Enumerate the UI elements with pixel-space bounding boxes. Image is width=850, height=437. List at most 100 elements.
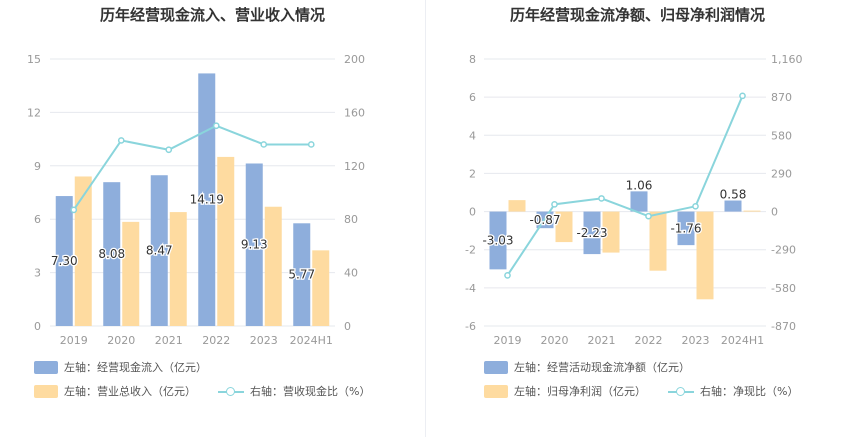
- legend-swatch-orange: [484, 384, 508, 398]
- right-y-left-tick: 8: [469, 53, 476, 66]
- left-bar-orange: [217, 156, 235, 326]
- legend-label: 左轴：经营活动现金流净额（亿元）: [514, 361, 690, 374]
- left-bar-blue: [103, 182, 121, 326]
- legend-swatch-blue: [484, 360, 508, 374]
- left-y-left-tick: 15: [27, 53, 41, 66]
- right-legend-item-1[interactable]: 左轴：经营活动现金流净额（亿元）: [484, 359, 690, 375]
- left-bar-orange: [122, 221, 140, 326]
- right-bar-blue: [630, 191, 648, 212]
- left-y-left-tick: 9: [34, 160, 41, 173]
- right-bar-blue: [724, 200, 742, 212]
- right-y-right-tick: -870: [771, 320, 796, 333]
- right-bar-blue: [489, 211, 507, 270]
- right-line-point: [551, 200, 558, 208]
- left-bar-orange: [312, 250, 330, 326]
- right-y-left-tick: 2: [469, 167, 476, 180]
- right-bar-blue: [677, 211, 695, 246]
- right-line-point: [739, 92, 746, 100]
- legend-swatch-blue: [34, 360, 58, 374]
- right-data-label: 1.06: [626, 178, 653, 192]
- left-x-tick: 2022: [202, 334, 230, 347]
- right-x-tick: 2022: [635, 334, 663, 347]
- right-x-tick: 2019: [494, 334, 522, 347]
- right-legend-item-2[interactable]: 左轴：归母净利润（亿元）: [484, 383, 646, 399]
- left-data-label: 8.08: [98, 247, 125, 261]
- left-x-tick: 2019: [60, 334, 88, 347]
- left-bar-blue: [293, 223, 311, 326]
- right-y-left-tick: -2: [465, 244, 476, 257]
- legend-label: 左轴：经营现金流入（亿元）: [64, 361, 207, 374]
- legend-label: 左轴：归母净利润（亿元）: [514, 385, 646, 398]
- left-legend-item-3[interactable]: 右轴：营收现金比（%）: [218, 383, 370, 399]
- left-bar-blue: [245, 163, 263, 326]
- right-line-point: [504, 272, 511, 279]
- right-bar-orange: [508, 200, 526, 212]
- right-bar-orange: [602, 211, 620, 253]
- right-y-left-tick: 6: [469, 91, 476, 104]
- right-x-tick: 2021: [588, 334, 616, 347]
- right-y-right-tick: -290: [771, 244, 796, 257]
- right-y-right-tick: -580: [771, 282, 796, 295]
- legend-label: 左轴：营业总收入（亿元）: [64, 385, 196, 398]
- left-y-left-tick: 12: [27, 106, 41, 119]
- right-bar-orange: [743, 210, 761, 212]
- right-y-right-tick: 580: [771, 129, 792, 142]
- left-bar-blue: [150, 175, 168, 326]
- left-y-left-tick: 3: [34, 267, 41, 280]
- right-line-point: [598, 195, 605, 202]
- right-bar-blue: [583, 211, 601, 255]
- legend-label: 右轴：营收现金比（%）: [250, 385, 371, 398]
- left-x-tick: 2021: [155, 334, 183, 347]
- right-y-left-tick: -4: [465, 282, 476, 295]
- legend-swatch-orange: [34, 384, 58, 398]
- left-line-point: [70, 206, 78, 214]
- left-x-tick: 2024H1: [290, 334, 333, 347]
- left-bar-orange: [169, 212, 187, 326]
- left-line-point: [212, 122, 220, 130]
- right-y-left-tick: 4: [469, 129, 476, 142]
- left-y-right-tick: 200: [344, 53, 365, 66]
- panel-divider: [425, 0, 426, 437]
- right-x-tick: 2023: [682, 334, 710, 347]
- right-bar-orange: [696, 211, 714, 300]
- legend-swatch-line: [218, 385, 244, 398]
- right-y-right-tick: 870: [771, 91, 792, 104]
- left-chart-title: 历年经营现金流入、营业收入情况: [99, 6, 325, 24]
- left-y-left-tick: 0: [34, 320, 41, 333]
- legend-label: 右轴：净现比（%）: [700, 385, 799, 398]
- left-y-right-tick: 40: [344, 267, 358, 280]
- left-line-point: [117, 137, 125, 144]
- right-line-point: [645, 212, 652, 220]
- left-legend-item-1[interactable]: 左轴：经营现金流入（亿元）: [34, 359, 207, 375]
- left-legend-item-2[interactable]: 左轴：营业总收入（亿元）: [34, 383, 196, 399]
- right-bar-orange: [649, 211, 667, 271]
- left-line-point: [260, 141, 268, 148]
- right-y-left-tick: 0: [469, 206, 476, 219]
- left-line-series: [72, 124, 312, 211]
- left-data-label: 9.13: [241, 238, 268, 252]
- left-bar-orange: [264, 206, 282, 326]
- left-bar-blue: [55, 196, 73, 326]
- right-data-label: -0.87: [529, 213, 560, 227]
- left-y-right-tick: 160: [344, 106, 365, 119]
- left-data-label: 7.30: [51, 254, 78, 268]
- right-legend-item-3[interactable]: 右轴：净现比（%）: [668, 383, 798, 399]
- right-line-point: [692, 202, 699, 210]
- left-y-right-tick: 0: [344, 320, 351, 333]
- right-y-right-tick: 1,160: [771, 53, 803, 66]
- right-x-tick: 2024H1: [721, 334, 764, 347]
- left-x-tick: 2023: [250, 334, 278, 347]
- left-line-point: [165, 146, 173, 154]
- right-data-label: -1.76: [670, 221, 701, 235]
- right-data-label: -2.23: [576, 226, 607, 240]
- left-line-point: [307, 141, 315, 148]
- left-y-left-tick: 6: [34, 213, 41, 226]
- left-data-label: 8.47: [146, 244, 173, 258]
- left-y-right-tick: 80: [344, 213, 358, 226]
- right-data-label: -3.03: [482, 233, 513, 247]
- right-chart-title: 历年经营现金流净额、归母净利润情况: [509, 6, 765, 24]
- left-bar-blue: [198, 73, 216, 326]
- legend-swatch-line: [668, 385, 694, 398]
- right-y-left-tick: -6: [465, 320, 476, 333]
- left-x-tick: 2020: [107, 334, 135, 347]
